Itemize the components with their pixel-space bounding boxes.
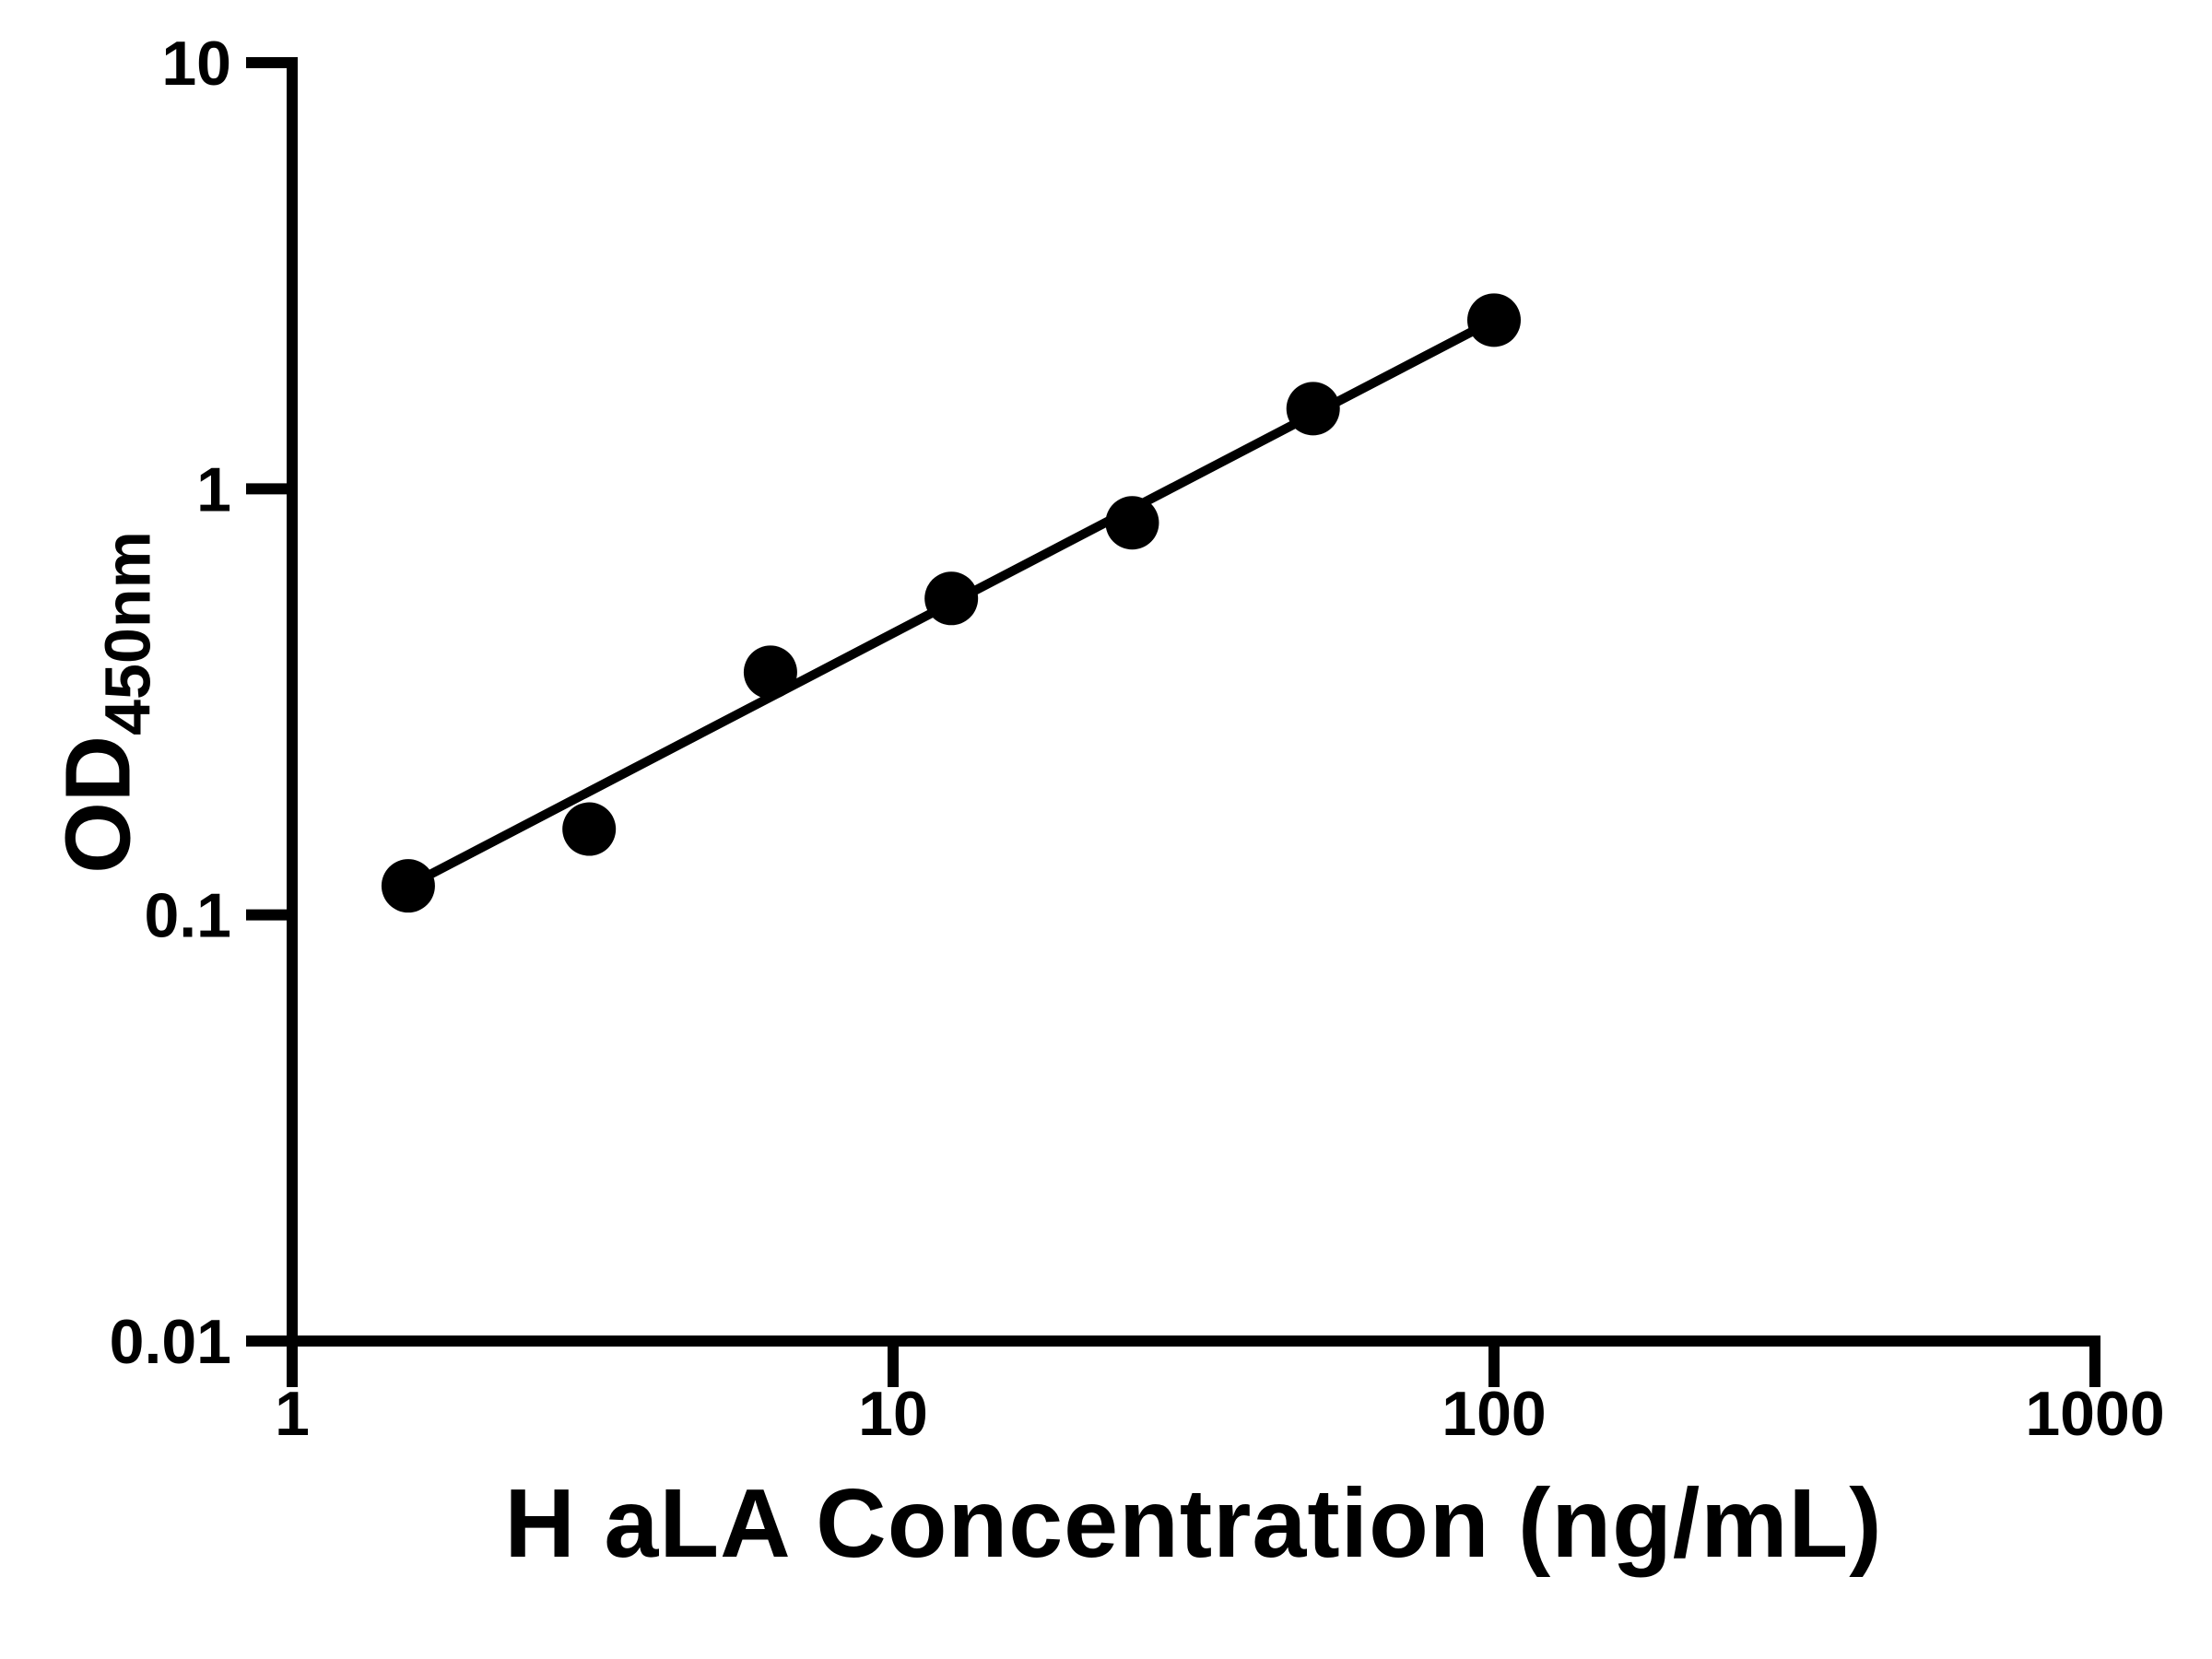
y-tick-label: 1 [196, 454, 231, 524]
y-tick-label: 0.01 [110, 1307, 231, 1377]
y-tick-label: 0.1 [144, 881, 231, 951]
y-tick-label: 10 [161, 29, 231, 99]
data-point [381, 859, 435, 913]
y-axis-title-sub: 450nm [91, 531, 164, 735]
data-point [562, 802, 617, 856]
x-axis-title: H aLA Concentration (ng/mL) [504, 1469, 1883, 1578]
data-point [743, 645, 797, 700]
data-point [924, 571, 979, 626]
x-tick-label: 1000 [2025, 1379, 2164, 1449]
data-point [1467, 293, 1521, 347]
y-axis-title-main: OD [46, 735, 150, 874]
x-tick-label: 10 [858, 1379, 928, 1449]
data-point [1286, 382, 1340, 436]
x-tick-label: 100 [1441, 1379, 1546, 1449]
data-point [1105, 496, 1159, 550]
y-axis-title: OD450nm [47, 531, 164, 874]
x-tick-label: 1 [275, 1379, 310, 1449]
